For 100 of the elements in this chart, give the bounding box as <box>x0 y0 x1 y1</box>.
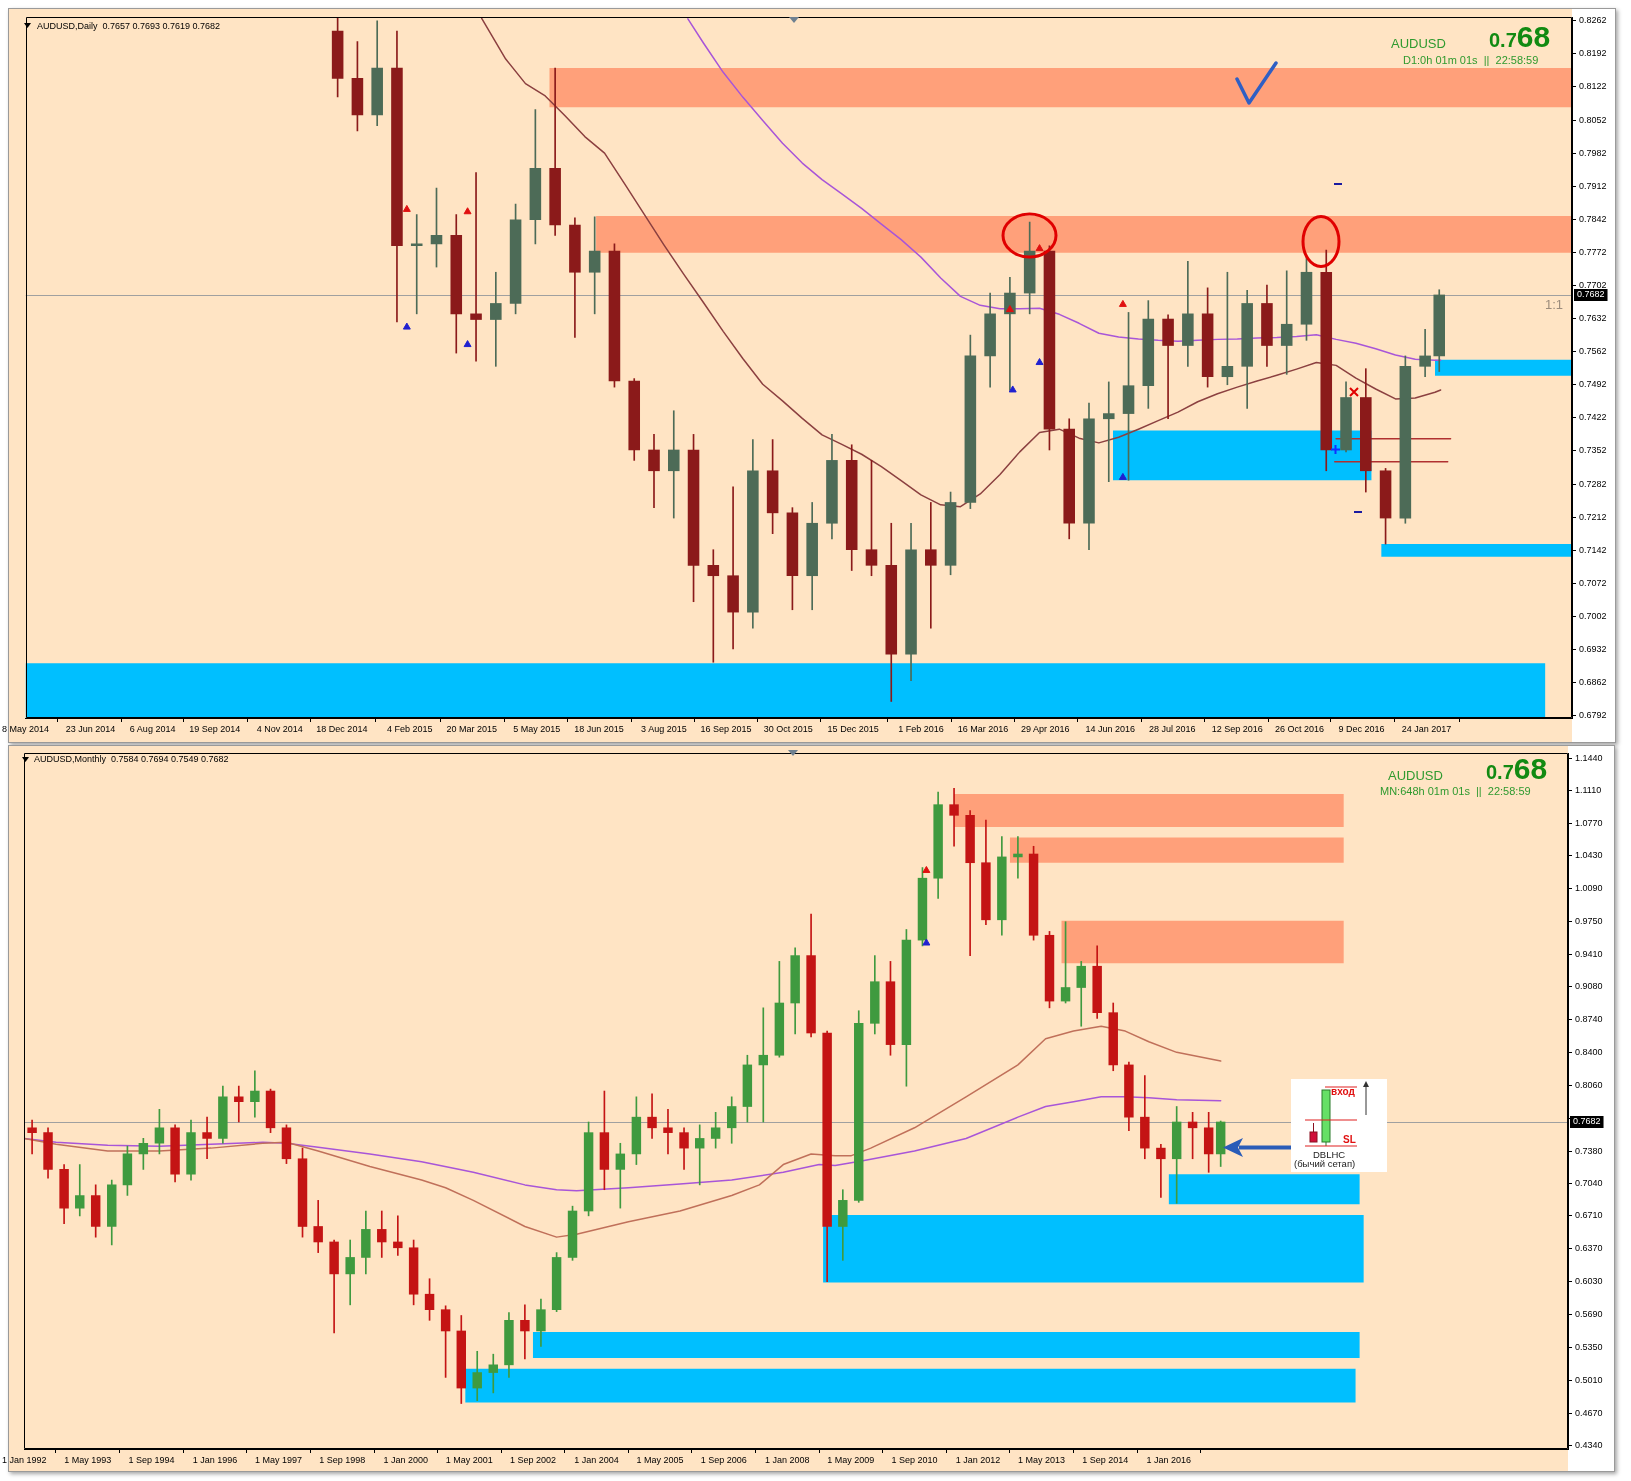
y-tick-label: 0.8060 <box>1575 1079 1603 1090</box>
annotation: вход <box>1331 1086 1355 1097</box>
candlestick <box>1102 381 1115 482</box>
x-tick-label: 4 Feb 2015 <box>386 723 433 734</box>
x-tick-label: 16 Sep 2015 <box>700 723 752 734</box>
candlestick <box>667 410 680 519</box>
y-tick-label: 0.7380 <box>1575 1145 1603 1156</box>
y-tick-label: 0.6862 <box>1579 677 1607 688</box>
x-tick-label: 1 Sep 2002 <box>509 1454 556 1465</box>
y-tick-label: 0.7142 <box>1579 544 1607 555</box>
x-tick-label: 14 Jun 2016 <box>1085 723 1135 734</box>
candlestick <box>727 486 739 650</box>
y-tick-label: 0.4670 <box>1575 1407 1603 1418</box>
x-tick-label: 18 Dec 2014 <box>316 723 368 734</box>
y-tick-label: 0.7040 <box>1575 1178 1603 1189</box>
annotation: SL <box>1343 1134 1356 1145</box>
x-tick-label: 23 Jun 2014 <box>65 723 116 734</box>
y-tick-label: 0.8740 <box>1575 1013 1603 1024</box>
candlestick <box>647 1093 657 1139</box>
candlestick <box>234 1085 244 1123</box>
y-tick-label: 0.9750 <box>1575 916 1603 927</box>
candlestick <box>1419 329 1431 378</box>
y-tick-label: 0.7562 <box>1579 346 1607 357</box>
point <box>402 322 411 330</box>
x-tick-label: 1 Sep 1998 <box>319 1454 366 1465</box>
point <box>1005 305 1014 313</box>
y-tick-label: 0.5690 <box>1575 1309 1603 1320</box>
x-tick-label: 3 Aug 2015 <box>641 723 687 734</box>
x-tick-label: 12 Sep 2016 <box>1211 723 1263 734</box>
y-tick-label: 0.8400 <box>1575 1046 1603 1057</box>
candlestick <box>1162 314 1174 420</box>
x-tick-label: 16 Mar 2016 <box>957 723 1009 734</box>
y-tick-label: 1.1440 <box>1575 752 1603 763</box>
annotation: DBLHC <box>1313 1149 1346 1160</box>
x-tick-label: 1 Jan 2016 <box>1146 1454 1192 1465</box>
annotation: AUDUSD <box>1388 768 1443 783</box>
point <box>1035 244 1044 252</box>
y-tick-label: 0.7982 <box>1579 147 1607 158</box>
x-tick-label: 1 May 2013 <box>1018 1454 1066 1465</box>
candlestick <box>250 1070 260 1118</box>
y-tick-label: 0.7072 <box>1579 577 1607 588</box>
chart-title: AUDUSD,Monthly 0.7584 0.7694 0.7549 0.7682 <box>34 754 229 765</box>
candlestick <box>949 787 959 847</box>
annotation: 1:1 <box>1545 297 1564 312</box>
x-tick-label: 1 Sep 2014 <box>1082 1454 1129 1465</box>
x-tick-label: 18 Jun 2015 <box>574 723 624 734</box>
candlestick <box>925 502 937 629</box>
candlestick <box>707 549 720 663</box>
x-tick-label: 15 Dec 2015 <box>827 723 879 734</box>
y-tick-label: 0.7212 <box>1579 511 1607 522</box>
y-tick-label: 1.0090 <box>1575 883 1603 894</box>
candlestick <box>1280 270 1293 375</box>
ref-line-label: 0.7682 <box>1573 1116 1601 1127</box>
y-tick-label: 0.8052 <box>1579 114 1607 125</box>
candlestick <box>75 1164 85 1217</box>
y-tick-label: 0.8122 <box>1579 81 1607 92</box>
y-tick-label: 0.7282 <box>1579 478 1607 489</box>
candlestick <box>202 1116 212 1160</box>
y-tick-label: 0.7842 <box>1579 213 1607 224</box>
y-tick-label: 0.6030 <box>1575 1276 1603 1287</box>
x-tick-label: 19 Sep 2014 <box>189 723 241 734</box>
candlestick <box>393 1215 403 1256</box>
x-tick-label: 28 Jul 2016 <box>1149 723 1196 734</box>
y-tick-label: 0.7352 <box>1579 445 1607 456</box>
x-tick-label: 1 Sep 1994 <box>128 1454 175 1465</box>
annotation: 0.768 <box>1489 20 1551 53</box>
annotation: 0.768 <box>1486 752 1548 785</box>
x-tick-label: 26 Oct 2016 <box>1274 723 1324 734</box>
point <box>1008 385 1017 393</box>
x-tick-label: 1 Jan 2000 <box>383 1454 429 1465</box>
x-tick-label: 1 May 1997 <box>254 1454 302 1465</box>
x-tick-label: 9 Dec 2016 <box>1338 723 1385 734</box>
candlestick <box>694 1124 705 1186</box>
y-tick-label: 1.1110 <box>1575 784 1602 795</box>
x-tick-label: 29 Apr 2016 <box>1020 723 1070 734</box>
point <box>463 207 472 215</box>
y-tick-label: 1.0430 <box>1575 850 1603 861</box>
x-tick-label: 4 Nov 2014 <box>256 723 303 734</box>
y-tick-label: 0.4340 <box>1575 1439 1603 1450</box>
x-tick-label: 1 May 2005 <box>636 1454 684 1465</box>
annotation: (бычий сетап) <box>1294 1158 1356 1169</box>
x-tick-label: 1 Feb 2016 <box>898 723 944 734</box>
point <box>1035 358 1044 366</box>
candlestick <box>1156 1143 1166 1198</box>
y-tick-label: 0.6370 <box>1575 1243 1603 1254</box>
x-tick-label: 1 Jan 1996 <box>192 1454 238 1465</box>
candlestick <box>588 216 601 315</box>
y-tick-label: 0.6932 <box>1579 643 1607 654</box>
x-tick-label: 1 May 2001 <box>445 1454 493 1465</box>
x-tick-label: 1 Sep 2006 <box>700 1454 747 1465</box>
y-tick-label: 0.7912 <box>1579 180 1607 191</box>
point <box>463 340 472 348</box>
x-tick-label: 5 May 2015 <box>513 723 561 734</box>
annotation: D1:0h 01m 01s || 22:58:59 <box>1403 54 1539 66</box>
x-tick-label: 1 May 2009 <box>827 1454 875 1465</box>
y-tick-label: 0.7422 <box>1579 412 1607 423</box>
x-tick-label: 1 Jan 2012 <box>955 1454 1001 1465</box>
candlestick <box>663 1109 673 1155</box>
y-tick-label: 0.7002 <box>1579 610 1607 621</box>
x-tick-label: 8 May 2014 <box>2 723 50 734</box>
